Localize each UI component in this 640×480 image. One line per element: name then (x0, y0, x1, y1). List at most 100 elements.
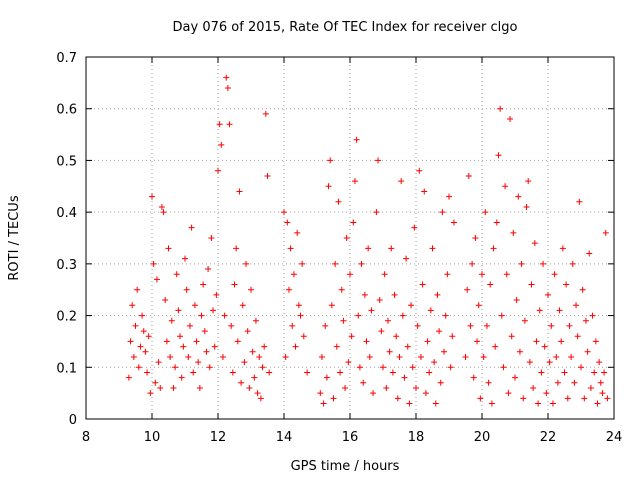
data-point (368, 307, 375, 314)
data-point (545, 291, 551, 298)
data-point (479, 271, 485, 278)
data-point (198, 312, 205, 319)
data-point (157, 384, 164, 391)
data-point (252, 317, 259, 324)
data-point (515, 193, 522, 200)
x-tick-label: 14 (276, 430, 293, 445)
data-point (139, 312, 146, 319)
data-point (576, 198, 583, 205)
data-point (394, 395, 401, 402)
data-point (493, 219, 500, 226)
data-point (129, 302, 136, 309)
data-point (193, 338, 200, 345)
data-point (200, 281, 207, 288)
data-point (449, 333, 456, 340)
data-point (564, 395, 571, 402)
data-point (208, 235, 215, 241)
data-point (299, 260, 306, 267)
data-point (380, 364, 386, 371)
data-point (170, 384, 177, 391)
data-point (167, 353, 174, 360)
data-point (531, 240, 538, 247)
data-point (543, 390, 550, 397)
data-point (342, 384, 349, 391)
data-point (554, 379, 561, 386)
data-point (597, 379, 604, 386)
data-point (579, 286, 586, 293)
data-point (300, 333, 307, 340)
data-point (186, 322, 193, 329)
data-point (561, 369, 568, 376)
data-point (396, 353, 403, 360)
data-point (497, 105, 504, 112)
data-point (238, 379, 245, 386)
data-point (521, 317, 528, 324)
data-point (191, 302, 198, 309)
data-point (398, 178, 405, 185)
data-point (162, 297, 169, 304)
data-point (594, 400, 601, 407)
data-point (335, 198, 342, 205)
data-point (518, 260, 525, 267)
data-point (333, 343, 340, 350)
data-point (462, 353, 469, 360)
data-point (378, 328, 385, 335)
data-point (332, 260, 339, 267)
data-point (229, 369, 236, 376)
data-point (350, 219, 357, 226)
data-point (261, 343, 268, 350)
data-point (409, 364, 416, 371)
y-tick-labels: 0 0.1 0.2 0.3 0.4 0.5 0.6 0.7 (56, 51, 77, 428)
data-point (604, 395, 611, 402)
data-point (508, 333, 515, 340)
data-point (152, 379, 159, 386)
data-point (287, 245, 294, 252)
data-point (330, 395, 337, 402)
data-point (434, 291, 441, 298)
data-point (248, 286, 254, 293)
x-tick-label: 18 (408, 430, 425, 445)
data-point (553, 353, 560, 360)
data-point (498, 312, 505, 319)
data-point (160, 209, 167, 216)
data-point (490, 245, 497, 252)
data-point (589, 312, 596, 319)
data-point (474, 338, 481, 345)
data-point (472, 235, 479, 241)
data-point (432, 400, 439, 407)
data-point (587, 384, 594, 391)
x-tick-label: 20 (474, 430, 491, 445)
data-point (325, 183, 332, 190)
data-point (345, 359, 352, 366)
data-point (568, 353, 575, 360)
y-tick-label: 0.2 (56, 310, 77, 325)
data-point (391, 291, 398, 298)
data-point (467, 322, 474, 329)
data-point (393, 333, 400, 340)
data-point (262, 110, 269, 117)
y-axis-label: ROTI / TECUs (7, 195, 22, 280)
data-point (386, 348, 393, 355)
data-point (234, 338, 241, 345)
data-point (436, 328, 443, 335)
data-point (421, 188, 428, 195)
data-point (482, 209, 489, 216)
data-point (487, 281, 494, 288)
data-point (470, 374, 477, 381)
data-point (182, 255, 188, 262)
data-point (365, 245, 372, 252)
data-point (165, 245, 172, 252)
data-point (259, 364, 266, 371)
data-point (178, 374, 185, 381)
x-axis-label: GPS time / hours (291, 459, 400, 474)
data-point (147, 390, 154, 397)
data-point (408, 302, 415, 309)
data-point (348, 333, 355, 340)
data-point (351, 178, 358, 185)
data-point (125, 374, 132, 381)
data-point (525, 178, 532, 185)
data-point (163, 338, 170, 345)
data-point (437, 379, 444, 386)
data-point (215, 167, 221, 174)
data-point (201, 328, 208, 335)
